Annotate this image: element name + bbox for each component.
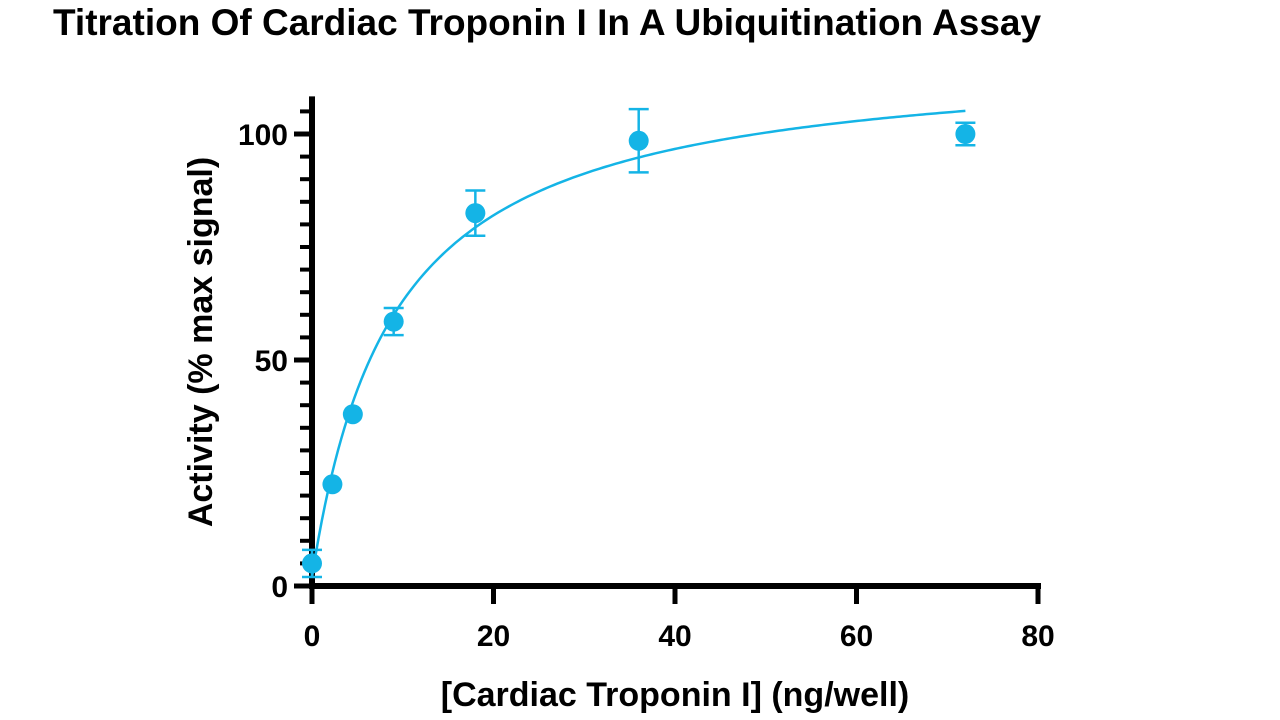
axis-labels-layer: 0 20 40 60 80 0 50 100 [Cardiac Troponin I] (ng/… xyxy=(182,119,1055,714)
data-point xyxy=(955,124,976,144)
x-axis-title: [Cardiac Troponin I] (ng/well) xyxy=(441,676,909,714)
data-point xyxy=(322,474,343,495)
fit-curve-layer xyxy=(310,109,966,578)
data-point xyxy=(342,404,363,425)
x-tick-label: 80 xyxy=(1021,620,1054,653)
x-tick-label: 40 xyxy=(658,620,691,653)
fit-curve xyxy=(310,109,966,578)
data-point xyxy=(465,203,486,224)
chart-title: Titration Of Cardiac Troponin I In A Ubi… xyxy=(53,2,1042,43)
axes xyxy=(294,96,1041,604)
y-tick-label: 0 xyxy=(271,571,288,604)
y-tick-label: 50 xyxy=(255,345,288,378)
x-tick-label: 20 xyxy=(477,620,510,653)
data-point xyxy=(383,311,404,332)
x-tick-label: 0 xyxy=(304,620,321,653)
data-point xyxy=(302,553,322,574)
data-point xyxy=(628,130,649,151)
x-tick-label: 60 xyxy=(840,620,873,653)
y-tick-label: 100 xyxy=(238,119,288,152)
y-axis-title: Activity (% max signal) xyxy=(182,157,220,527)
data-points-layer xyxy=(302,107,976,579)
